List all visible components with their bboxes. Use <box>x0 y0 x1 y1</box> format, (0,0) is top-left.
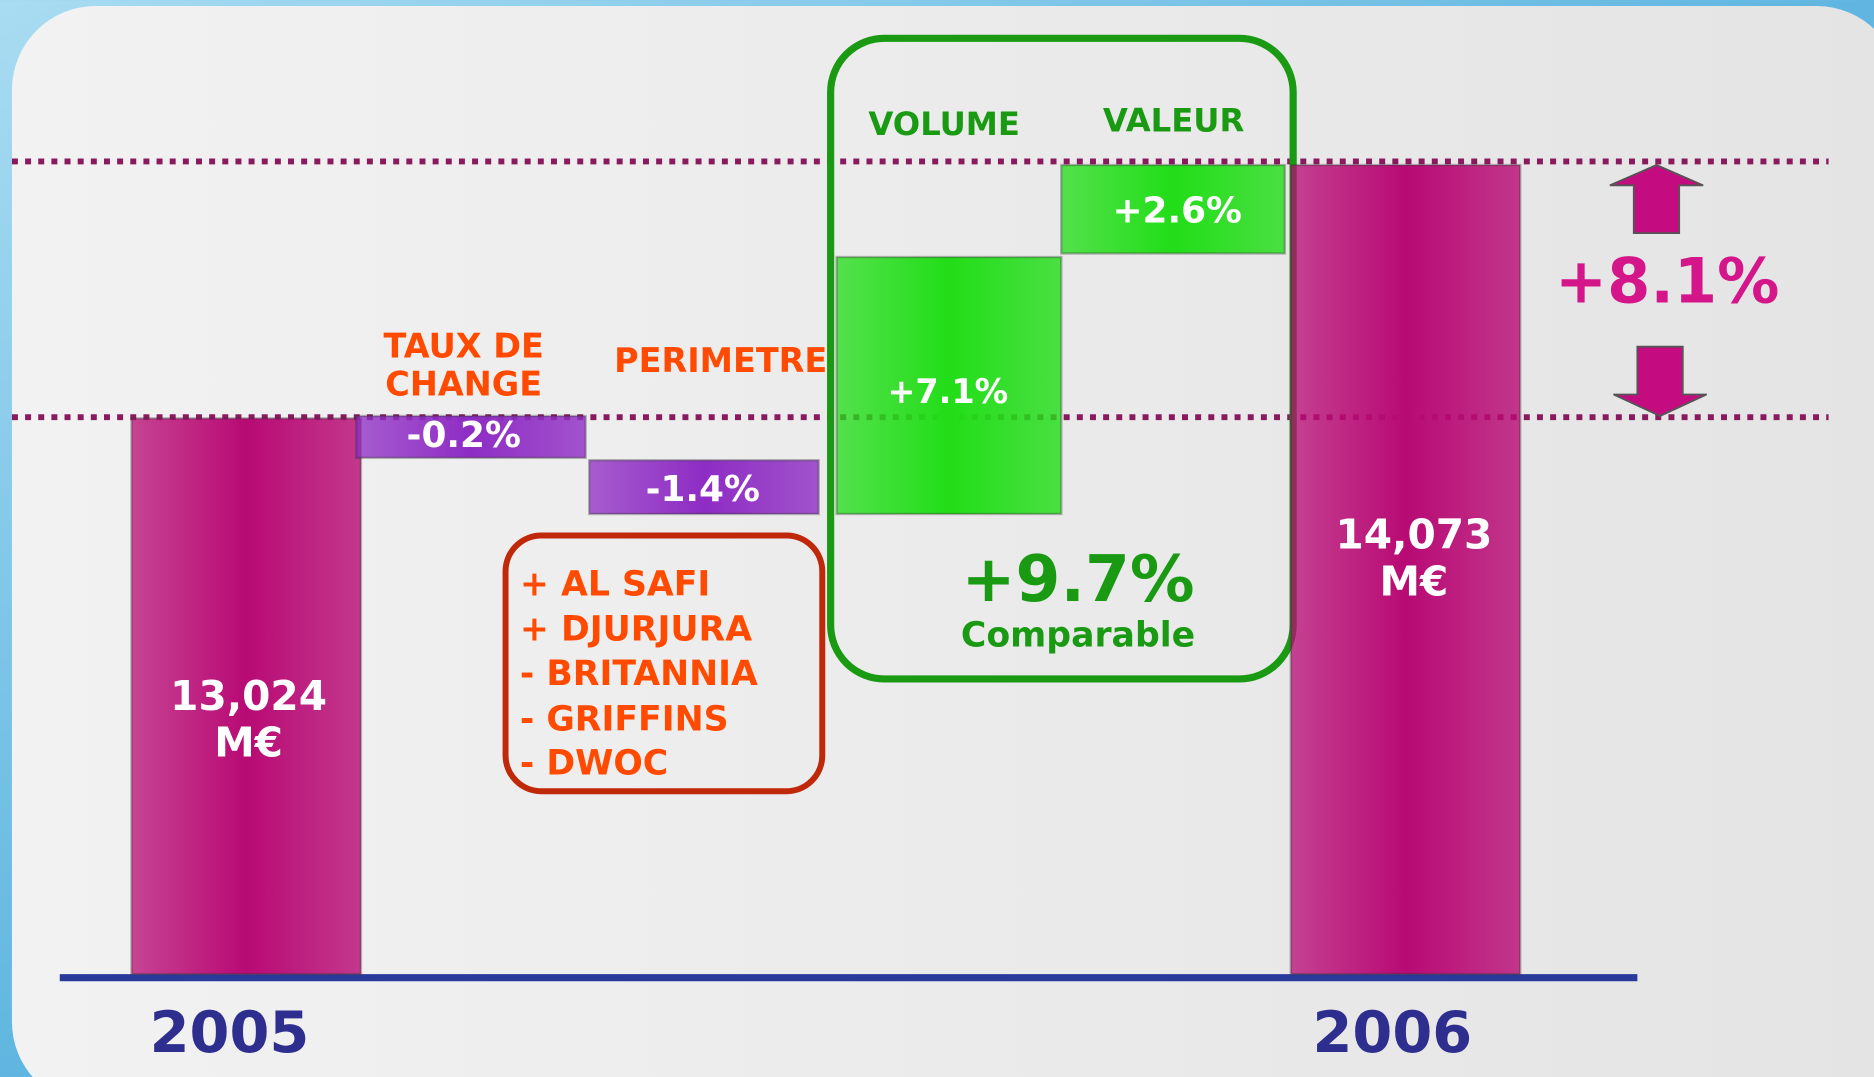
perimeter-note: + DJURJURA <box>519 608 753 649</box>
perimeter-note-box: - BRITANNIA <box>519 653 758 694</box>
value-label: 13,024 M€ <box>170 672 327 768</box>
value-label-box: 13,024 M€ <box>170 672 327 768</box>
value-label: -1.4% <box>645 468 760 511</box>
category-label-box: 2006 <box>1312 999 1473 1067</box>
perimeter-note: - GRIFFINS <box>519 697 729 739</box>
category-label-box: PERIMETRE <box>614 340 828 381</box>
bar <box>354 414 587 460</box>
bar <box>1289 163 1522 976</box>
bar <box>588 459 820 516</box>
change-arrow-down <box>1613 345 1708 417</box>
category-label-box: VOLUME <box>868 107 1020 145</box>
category-label-box: TAUX DE CHANGE <box>383 326 544 405</box>
perimeter-note: - BRITANNIA <box>519 653 758 694</box>
comparable-value-box: +9.7% <box>961 541 1195 617</box>
perimeter-box <box>502 532 826 795</box>
comparable-value: +9.7% <box>961 541 1195 617</box>
perimeter-note: + AL SAFI <box>519 563 711 605</box>
bar <box>835 255 1063 516</box>
category-label: 2005 <box>149 999 310 1067</box>
perimeter-note-box: + AL SAFI <box>519 563 711 605</box>
category-label: VALEUR <box>1102 103 1245 141</box>
category-label: PERIMETRE <box>614 340 828 381</box>
perimeter-note: - DWOC <box>519 742 669 784</box>
comparable-text-box: Comparable <box>960 614 1196 656</box>
comparable-text: Comparable <box>960 614 1196 656</box>
value-label-box: +7.1% <box>887 371 1009 412</box>
category-label: 2006 <box>1312 999 1473 1067</box>
total-change: +8.1% <box>1555 246 1780 319</box>
total-change-box: +8.1% <box>1555 246 1780 319</box>
category-label: VOLUME <box>868 107 1020 145</box>
perimeter-note-box: - GRIFFINS <box>519 697 729 739</box>
value-label-box: -1.4% <box>645 468 760 511</box>
value-label: +2.6% <box>1112 189 1242 232</box>
category-label: TAUX DE CHANGE <box>383 326 544 405</box>
perimeter-note-box: + DJURJURA <box>519 608 753 649</box>
bar <box>130 417 363 976</box>
category-label-box: VALEUR <box>1102 103 1245 141</box>
change-arrow-up <box>1609 164 1704 235</box>
value-label: -0.2% <box>406 414 521 457</box>
bar <box>1060 163 1286 255</box>
value-label-box: -0.2% <box>406 414 521 457</box>
category-label-box: 2005 <box>149 999 310 1067</box>
value-label-box: +2.6% <box>1112 189 1242 232</box>
value-label: 14,073 M€ <box>1335 511 1493 607</box>
value-label-box: 14,073 M€ <box>1335 511 1493 607</box>
perimeter-note-box: - DWOC <box>519 742 669 784</box>
value-label: +7.1% <box>887 371 1009 412</box>
